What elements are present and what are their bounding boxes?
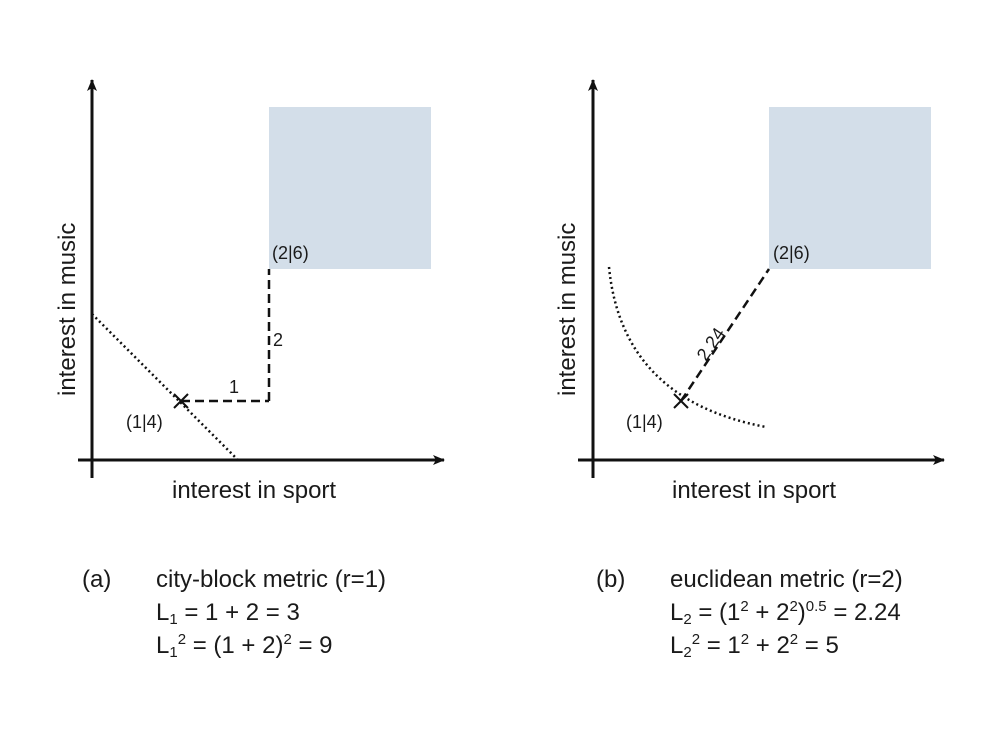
cross-marker-b (673, 393, 689, 409)
point-label-end-a: (2|6) (272, 243, 309, 263)
target-region-a (269, 107, 431, 269)
x-axis-label-b: interest in sport (672, 477, 836, 504)
segment-label-diagonal: 2.24 (693, 324, 729, 364)
caption-tag-a: (a) (82, 566, 112, 593)
caption-formula-a2: L12 = (1 + 2)2 = 9 (156, 631, 333, 661)
y-axis-label-a: interest in music (54, 223, 81, 396)
x-axis-label-a: interest in sport (172, 477, 336, 504)
caption-tag-b: (b) (596, 566, 626, 593)
point-label-end-b: (2|6) (773, 243, 810, 263)
caption-title-a: city-block metric (r=1) (156, 566, 387, 593)
caption-lines-b: euclidean metric (r=2) L2 = (12 + 22)0.5… (670, 563, 903, 662)
point-label-start-a: (1|4) (126, 412, 163, 432)
point-label-start-b: (1|4) (626, 412, 663, 432)
panel-a: (1|4) (2|6) 1 2 interest in sport intere… (54, 79, 445, 504)
segment-label-horizontal: 1 (229, 377, 239, 397)
panel-b: (1|4) (2|6) 2.24 interest in sport inter… (554, 79, 945, 504)
cross-marker-a (173, 393, 189, 409)
caption-formula-b2: L22 = 12 + 22 = 5 (670, 631, 839, 661)
segment-label-vertical: 2 (273, 330, 283, 350)
iso-distance-line-a (91, 313, 239, 461)
caption-lines-a: city-block metric (r=1) L1 = 1 + 2 = 3 L… (156, 563, 386, 662)
y-axis-label-b: interest in music (554, 223, 581, 396)
target-region-b (769, 107, 931, 269)
caption-title-b: euclidean metric (r=2) (670, 566, 903, 593)
diagonal-segment (679, 268, 771, 402)
caption-formula-b1: L2 = (12 + 22)0.5 = 2.24 (670, 598, 901, 628)
iso-distance-arc-b (607, 266, 767, 429)
caption-formula-a1: L1 = 1 + 2 = 3 (156, 599, 300, 628)
